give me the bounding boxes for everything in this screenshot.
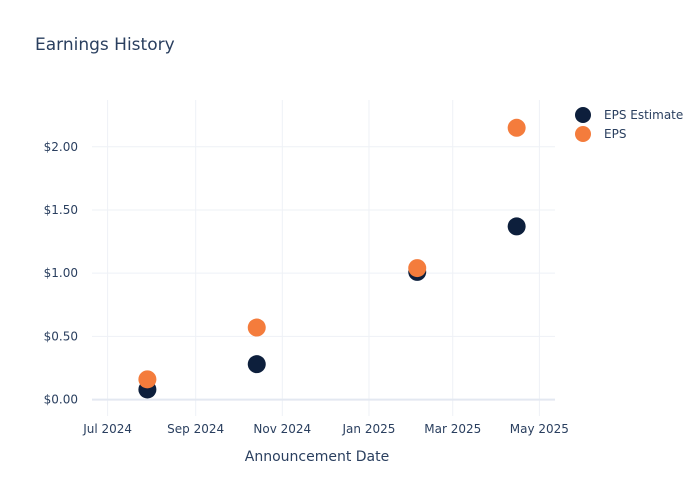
x-tick-label: Mar 2025 <box>424 422 481 436</box>
data-point <box>138 370 157 389</box>
x-axis-ticks: Jul 2024 Sep 2024 Nov 2024 Jan 2025 Mar 2025… <box>82 422 569 436</box>
y-tick-label: $1.00 <box>44 266 78 280</box>
legend-marker <box>575 126 591 142</box>
legend-label: EPS <box>604 127 626 141</box>
data-point <box>507 118 526 137</box>
x-tick-label: Sep 2024 <box>167 422 224 436</box>
y-tick-label: $0.00 <box>44 393 78 407</box>
x-tick-label: Jan 2025 <box>342 422 396 436</box>
y-tick-label: $2.00 <box>44 140 78 154</box>
chart-title: Earnings History <box>35 35 175 55</box>
legend-marker <box>575 107 591 123</box>
legend-item: EPS <box>575 126 626 142</box>
y-axis-ticks: $0.00 $0.50 $1.00 $1.50 $2.00 <box>44 140 78 407</box>
x-tick-label: Nov 2024 <box>253 422 311 436</box>
y-tick-label: $1.50 <box>44 203 78 217</box>
series-eps-estimate <box>138 217 526 399</box>
data-point <box>507 217 526 236</box>
x-axis-title: Announcement Date <box>245 449 389 465</box>
y-tick-label: $0.50 <box>44 329 78 343</box>
legend-label: EPS Estimate <box>604 108 683 122</box>
grid <box>92 100 555 416</box>
x-tick-label: May 2025 <box>510 422 569 436</box>
data-point <box>247 355 266 374</box>
x-tick-label: Jul 2024 <box>82 422 132 436</box>
data-points <box>138 118 526 399</box>
series-eps <box>138 118 526 389</box>
data-point <box>247 318 266 337</box>
legend-item: EPS Estimate <box>575 107 683 123</box>
legend: EPS Estimate EPS <box>575 107 683 142</box>
data-point <box>408 259 427 278</box>
